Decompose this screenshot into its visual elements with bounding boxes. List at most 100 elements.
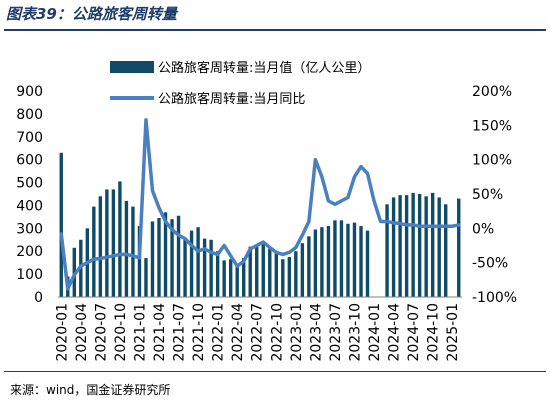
bar — [144, 258, 148, 297]
bar — [268, 248, 272, 297]
y-left-tick-label: 200 — [16, 244, 43, 260]
bar — [313, 229, 318, 297]
y-left-tick-label: 0 — [34, 290, 43, 306]
bar — [215, 251, 220, 297]
y-right-tick-label: -100% — [472, 290, 517, 306]
bar — [137, 226, 142, 297]
bar — [222, 260, 226, 297]
bar — [417, 194, 422, 297]
y-left-tick-label: 400 — [16, 198, 43, 214]
x-tick-label: 2021-04 — [152, 303, 168, 362]
bar — [59, 152, 63, 297]
x-tick-label: 2022-07 — [250, 303, 266, 362]
y-left-tick-label: 900 — [16, 84, 43, 100]
bar — [411, 192, 415, 297]
x-tick-label: 2023-10 — [347, 303, 363, 362]
bar — [274, 253, 278, 297]
x-axis-labels: 2020-01 2020-04 2020-07 2020-10 2021-01 2021-… — [54, 303, 461, 362]
x-tick-label: 2024-10 — [426, 303, 442, 362]
chart-title: 图表39：公路旅客周转量 — [6, 5, 177, 23]
y-axis-left-labels: 0 100 200 300 400 500 600 700 800 900 — [16, 84, 43, 306]
bar — [248, 246, 252, 297]
x-tick-label: 2023-07 — [328, 303, 344, 362]
bar — [430, 192, 435, 297]
bar — [228, 259, 233, 297]
x-tick-label: 2024-01 — [367, 303, 383, 362]
line-series — [59, 118, 461, 291]
bar — [307, 236, 311, 297]
bar — [105, 189, 109, 297]
legend-bar-swatch — [110, 61, 154, 73]
legend: 公路旅客周转量:当月值（亿人公里） 公路旅客周转量:当月同比 — [110, 60, 370, 107]
y-left-tick-label: 600 — [16, 153, 43, 169]
bar — [398, 195, 402, 297]
bar — [163, 212, 168, 297]
bar — [346, 223, 350, 297]
bar — [444, 204, 448, 297]
bar — [183, 239, 187, 297]
x-tick-label: 2020-04 — [74, 303, 90, 362]
bar — [98, 196, 103, 297]
bar — [202, 238, 207, 297]
x-tick-label: 2020-10 — [113, 303, 129, 362]
y-left-tick-label: 300 — [16, 221, 43, 237]
x-tick-label: 2022-04 — [230, 303, 246, 362]
bar — [385, 204, 389, 297]
y-right-tick-label: -50% — [472, 256, 508, 272]
bar — [111, 189, 116, 297]
bar — [118, 181, 122, 297]
legend-line-label: 公路旅客周转量:当月同比 — [158, 91, 305, 107]
bar — [326, 226, 331, 297]
x-tick-label: 2021-01 — [132, 303, 148, 362]
x-tick-label: 2022-01 — [211, 303, 227, 362]
source-divider — [4, 371, 546, 372]
bar — [131, 206, 135, 297]
y-right-tick-label: 100% — [472, 153, 512, 169]
bar — [281, 259, 285, 297]
x-tick-label: 2021-10 — [191, 303, 207, 362]
x-tick-label: 2020-01 — [54, 303, 70, 362]
title-underline — [4, 29, 546, 31]
bar — [235, 267, 239, 297]
bar — [189, 230, 194, 297]
x-tick-label: 2024-07 — [406, 303, 422, 362]
bar — [457, 198, 461, 297]
y-right-tick-label: 150% — [472, 118, 512, 134]
x-tick-label: 2025-01 — [445, 303, 461, 362]
x-tick-label: 2021-07 — [172, 303, 188, 362]
x-tick-label: 2022-10 — [269, 303, 285, 362]
bar — [255, 245, 259, 297]
y-axis-right-labels: -100% -50% 0% 50% 100% 150% 200% — [472, 84, 517, 306]
bar — [352, 222, 357, 297]
chart: 公路旅客周转量:当月值（亿人公里） 公路旅客周转量:当月同比 0 100 200 300… — [16, 60, 517, 362]
bar — [150, 221, 155, 297]
bar — [437, 197, 441, 297]
x-tick-label: 2023-01 — [289, 303, 305, 362]
bar — [176, 215, 181, 297]
bar — [339, 220, 344, 297]
legend-bar-label: 公路旅客周转量:当月值（亿人公里） — [158, 60, 370, 76]
y-left-tick-label: 100 — [16, 267, 43, 283]
bar — [391, 197, 396, 297]
bar — [287, 256, 292, 297]
x-tick-label: 2020-07 — [93, 303, 109, 362]
bar — [404, 195, 409, 297]
y-left-tick-label: 500 — [16, 176, 43, 192]
bar — [242, 258, 246, 297]
bar — [294, 251, 298, 297]
bar — [365, 230, 370, 297]
y-right-tick-label: 0% — [472, 221, 494, 237]
bar — [261, 244, 265, 297]
bar-series — [59, 152, 461, 297]
bar — [333, 220, 337, 297]
x-tick-label: 2024-04 — [387, 303, 403, 362]
bar — [92, 206, 96, 297]
bar — [300, 243, 305, 297]
source-note: 来源：wind，国金证券研究所 — [10, 383, 171, 397]
bar — [424, 196, 428, 297]
y-left-tick-label: 700 — [16, 130, 43, 146]
y-right-tick-label: 200% — [472, 84, 512, 100]
bar — [170, 219, 174, 297]
bar — [320, 227, 324, 297]
y-right-tick-label: 50% — [472, 187, 503, 203]
